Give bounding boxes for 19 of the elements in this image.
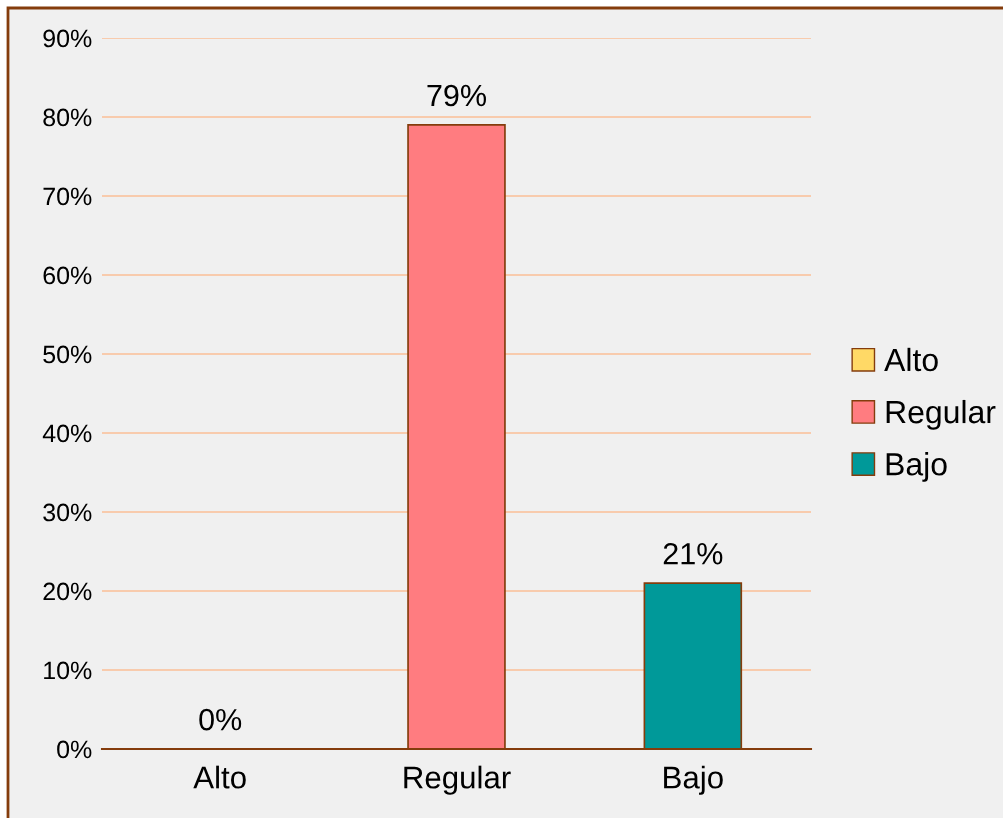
y-tick-label: 20%: [43, 582, 92, 601]
legend-label: Regular: [886, 399, 996, 430]
x-tick-label: Regular: [404, 765, 511, 795]
legend-label: Alto: [884, 347, 938, 372]
y-tick-label: 30%: [43, 503, 92, 522]
data-label: 21%: [663, 542, 723, 565]
data-label: 0%: [199, 708, 242, 731]
y-tick-label: 0%: [57, 740, 92, 759]
y-tick-label: 10%: [44, 661, 92, 680]
y-tick-label: 80%: [43, 108, 92, 127]
y-tick-label: 70%: [43, 187, 92, 206]
y-tick-label: 50%: [43, 345, 92, 364]
y-tick-label: 40%: [42, 424, 92, 443]
x-tick-label: Alto: [193, 765, 246, 789]
legend-label: Bajo: [886, 452, 947, 482]
y-tick-label: 90%: [43, 29, 92, 48]
x-tick-label: Bajo: [664, 765, 723, 795]
y-tick-label: 60%: [43, 266, 92, 285]
data-label: 79%: [427, 84, 486, 107]
